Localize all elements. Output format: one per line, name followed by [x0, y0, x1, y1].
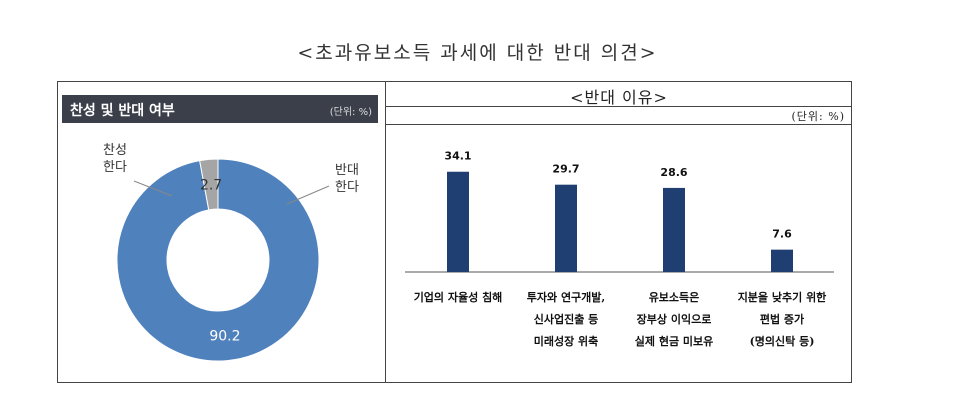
bar-4: [771, 249, 793, 272]
bar-category-3-line-3: 실제 현금 미보유: [634, 335, 714, 348]
donut-leader-oppose: [286, 185, 330, 205]
donut-value-oppose: 90.2: [209, 329, 240, 345]
bar-category-3-line-2: 장부상 이익으로: [636, 313, 712, 326]
donut-category-support-line1: 찬성: [103, 143, 127, 158]
bar-value-2: 29.7: [552, 163, 579, 176]
bar-1: [447, 171, 469, 272]
bar-3: [663, 187, 685, 272]
bar-value-1: 34.1: [444, 150, 471, 163]
donut-slice-support: [199, 158, 219, 211]
donut-category-support-line2: 한다: [103, 160, 127, 175]
bar-category-1: 기업의 자율성 침해: [403, 287, 513, 309]
donut-panel-unit: (단위: %): [329, 107, 372, 118]
bar-category-3-line-1: 유보소득은: [648, 291, 700, 304]
bar-panel-title: <반대 이유>: [570, 88, 668, 107]
bar-panel-title-rule: [386, 106, 852, 107]
donut-panel-title: 찬성 및 반대 여부: [70, 103, 175, 119]
donut-panel-header: 찬성 및 반대 여부 (단위: %): [62, 95, 378, 123]
main-title: <초과유보소득 과세에 대한 반대 의견>: [297, 42, 658, 64]
donut-value-support: 2.7: [200, 177, 222, 193]
panel-divider: [385, 81, 386, 383]
donut-category-oppose-line2: 한다: [335, 180, 359, 195]
bar-category-4-line-1: 지분을 낮추기 위한: [737, 291, 827, 304]
bar-category-1-line-1: 기업의 자율성 침해: [413, 291, 503, 304]
bar-panel-unit: (단위: %): [791, 110, 845, 123]
donut-leader-support: [133, 180, 173, 197]
bar-category-2-line-2: 신사업진출 등: [533, 313, 599, 326]
bar-category-2-line-3: 미래성장 위축: [533, 335, 599, 348]
bar-value-3: 28.6: [660, 166, 687, 179]
donut-slice-oppose: [116, 158, 320, 362]
bar-category-4-line-2: 편법 증가: [759, 313, 805, 326]
chart-frame: [57, 81, 852, 383]
donut-category-oppose-line1: 반대: [335, 163, 359, 178]
bar-category-2-line-1: 투자와 연구개발,: [526, 291, 606, 304]
bar-value-4: 7.6: [772, 228, 792, 241]
bar-2: [555, 184, 577, 272]
bar-panel-unit-rule: [386, 124, 852, 125]
bar-category-4-line-3: (명의신탁 등): [749, 335, 815, 348]
